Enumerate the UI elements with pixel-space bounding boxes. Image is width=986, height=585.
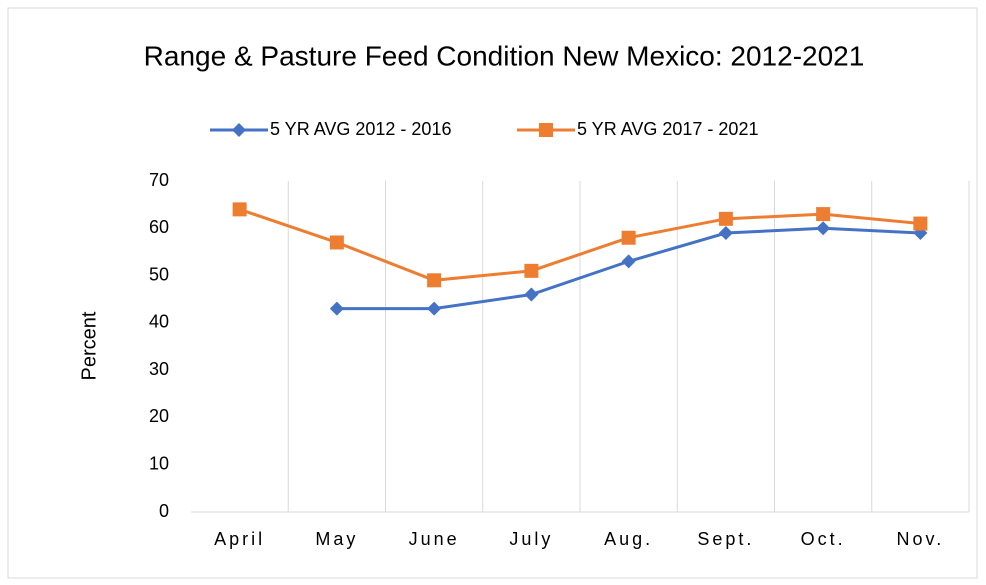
x-tick-label: July xyxy=(509,529,553,549)
y-tick-label: 40 xyxy=(149,312,169,332)
marker xyxy=(621,230,636,245)
y-tick-label: 30 xyxy=(149,359,169,379)
marker xyxy=(524,287,539,302)
marker xyxy=(816,207,831,222)
marker xyxy=(232,123,246,137)
y-axis-label: Percent xyxy=(78,311,100,380)
x-tick-label: Oct. xyxy=(801,529,846,549)
y-tick-label: 50 xyxy=(149,264,169,284)
marker xyxy=(539,123,553,137)
marker xyxy=(329,235,344,250)
legend-label: 5 YR AVG 2012 - 2016 xyxy=(270,119,451,139)
x-tick-label: June xyxy=(409,529,460,549)
y-tick-label: 10 xyxy=(149,453,169,473)
y-tick-label: 20 xyxy=(149,406,169,426)
x-tick-label: May xyxy=(315,529,358,549)
x-tick-label: Sept. xyxy=(697,529,754,549)
chart-border xyxy=(7,7,978,579)
x-tick-label: Nov. xyxy=(897,529,945,549)
legend-label: 5 YR AVG 2017 - 2021 xyxy=(577,119,758,139)
series-line xyxy=(239,207,921,282)
marker xyxy=(718,211,733,226)
marker xyxy=(329,301,344,316)
chart-title: Range & Pasture Feed Condition New Mexic… xyxy=(144,40,865,71)
marker xyxy=(524,263,539,278)
x-tick-label: April xyxy=(214,529,265,549)
marker xyxy=(232,202,247,217)
marker xyxy=(816,221,831,236)
marker xyxy=(427,301,442,316)
y-tick-label: 0 xyxy=(159,501,169,521)
marker xyxy=(913,216,928,231)
y-tick-label: 60 xyxy=(149,217,169,237)
marker xyxy=(427,273,442,288)
y-tick-label: 70 xyxy=(149,170,169,190)
marker xyxy=(718,226,733,241)
x-tick-label: Aug. xyxy=(604,529,653,549)
marker xyxy=(621,254,636,269)
